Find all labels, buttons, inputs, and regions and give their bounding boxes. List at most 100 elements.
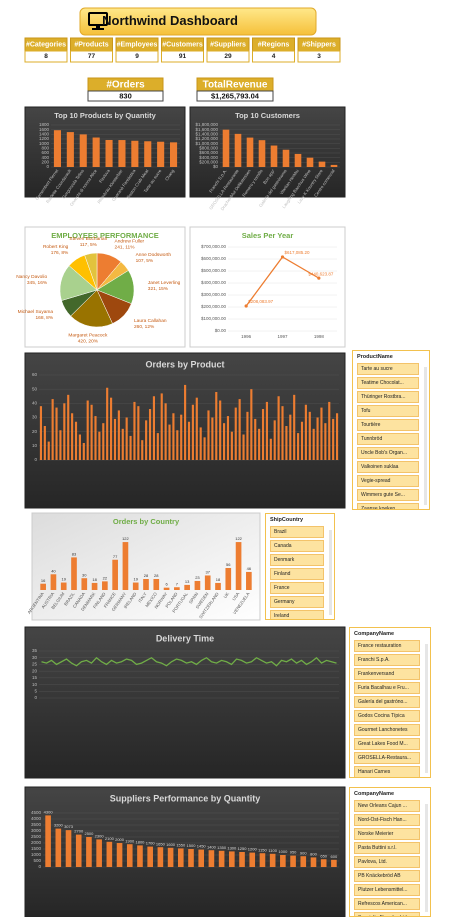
- slicer-item[interactable]: Finland: [270, 568, 324, 580]
- bar: [157, 847, 164, 867]
- bar: [235, 542, 242, 590]
- bar-value-label: 30: [82, 572, 87, 577]
- slicer-title: ShipCountry: [270, 517, 303, 523]
- slicer-item[interactable]: Franchi S.p.A.: [354, 654, 420, 666]
- slicer-item[interactable]: Valkoinen suklaa: [357, 461, 419, 473]
- slicer-item[interactable]: Specialty Biscuits, Ltd.: [354, 912, 420, 916]
- slicer-item[interactable]: Brazil: [270, 526, 324, 538]
- slicer-item[interactable]: Tofu: [357, 405, 419, 417]
- y-tick-label: $400,000.00: [201, 280, 227, 285]
- slicer-scrollbar[interactable]: [425, 644, 428, 773]
- slicer-item[interactable]: Pavlova, Ltd.: [354, 856, 420, 868]
- slicer: ProductName Tarte au sucre Teatime Chocola…: [352, 350, 430, 510]
- slicer-item[interactable]: Vegie-spread: [357, 475, 419, 487]
- bar: [163, 587, 170, 590]
- y-tick-label: 0: [38, 864, 41, 869]
- slicer-item[interactable]: Thüringer Rostbra...: [357, 391, 419, 403]
- pie-label-value: 117, 5%: [80, 242, 98, 248]
- slicer-item[interactable]: Wimmers gute Se...: [357, 489, 419, 501]
- slicer-item[interactable]: New Orleans Cajun ...: [354, 800, 420, 812]
- bar: [203, 437, 206, 460]
- slicer-item[interactable]: France: [270, 582, 324, 594]
- pie-label-name: Janet Leverling: [148, 280, 181, 286]
- bar-value-label: 7: [176, 581, 179, 586]
- bar-value-label: 1350: [217, 845, 227, 850]
- bar: [230, 431, 233, 460]
- slicer-item[interactable]: Germany: [270, 596, 324, 608]
- bar: [222, 129, 230, 167]
- slicer-item[interactable]: Hanari Carnes: [354, 766, 420, 777]
- bar-value-label: 56: [226, 562, 231, 567]
- bar: [204, 575, 211, 590]
- kpi-value: 77: [88, 53, 96, 60]
- bar: [269, 438, 272, 460]
- bar: [145, 420, 148, 460]
- bar: [199, 427, 202, 460]
- slicer-item[interactable]: Nord-Ost-Fisch Han...: [354, 814, 420, 826]
- slicer-item[interactable]: Galería del gastróno...: [354, 696, 420, 708]
- kpi-value: 3: [317, 53, 321, 60]
- slicer-item[interactable]: Godos Cocina Típica: [354, 710, 420, 722]
- slicer-scrollbar[interactable]: [329, 530, 332, 615]
- slicer-scrollbar[interactable]: [424, 367, 427, 505]
- bar-value-label: 28: [144, 573, 149, 578]
- slicer-item[interactable]: Norske Meierier: [354, 828, 420, 840]
- bar-value-label: 13: [185, 579, 190, 584]
- slicer-item[interactable]: Great Lakes Food M...: [354, 738, 420, 750]
- slicer-item[interactable]: Pasta Buttini s.r.l.: [354, 842, 420, 854]
- slicer-item[interactable]: GROSELLA-Restaura...: [354, 752, 420, 764]
- bar-value-label: 1650: [156, 841, 166, 846]
- pie-label-name: Laura Callahan: [134, 318, 167, 324]
- slicer-scrollbar[interactable]: [425, 804, 428, 912]
- slicer-item[interactable]: Tunnbröd: [357, 433, 419, 445]
- bar: [270, 145, 278, 167]
- y-tick-label: 20: [32, 429, 38, 434]
- bar-value-label: 1900: [125, 838, 135, 843]
- bar: [246, 571, 252, 590]
- bar: [331, 859, 337, 867]
- bar: [82, 443, 85, 460]
- slicer-item[interactable]: Plutzer Lebensmittel...: [354, 884, 420, 896]
- bar: [81, 578, 88, 590]
- chart-frame: [24, 626, 346, 779]
- bar: [290, 855, 296, 867]
- pie-slice: [84, 252, 98, 291]
- slicer-item[interactable]: Uncle Bob's Organ...: [357, 447, 419, 459]
- bar: [55, 407, 58, 460]
- x-tick-label: 1996: [241, 334, 252, 339]
- slicer-item[interactable]: Denmark: [270, 554, 324, 566]
- bar: [157, 141, 165, 167]
- y-tick-label: 1400: [39, 132, 50, 137]
- bar-value-label: 3200: [54, 823, 64, 828]
- chart-title: Top 10 Products by Quantity: [54, 111, 156, 120]
- slicer: ShipCountry Brazil Canada Denmark Finland Fra…: [265, 513, 335, 620]
- bar: [300, 856, 307, 867]
- slicer-item[interactable]: Frankenversand: [354, 668, 420, 680]
- slicer-item[interactable]: Furia Bacalhau e Fru...: [354, 682, 420, 694]
- slicer-item[interactable]: Tourtière: [357, 419, 419, 431]
- chart-frame: [31, 512, 261, 621]
- y-tick-label: $1,200,000: [195, 136, 218, 141]
- y-tick-label: 1600: [39, 127, 50, 132]
- bar-value-label: 122: [122, 536, 129, 541]
- bar: [318, 161, 326, 167]
- slicer-item[interactable]: France restauration: [354, 640, 420, 652]
- bar: [180, 414, 183, 460]
- slicer-item[interactable]: Canada: [270, 540, 324, 552]
- bar: [229, 851, 235, 867]
- slicer-item[interactable]: PB Knäckebröd AB: [354, 870, 420, 882]
- bar: [118, 140, 126, 167]
- bar-value-label: 4300: [44, 809, 54, 814]
- y-tick-label: 1800: [39, 122, 50, 127]
- slicer-item[interactable]: Teatime Chocolat...: [357, 377, 419, 389]
- line-marker: [280, 255, 285, 259]
- slicer-item[interactable]: Refrescos American...: [354, 898, 420, 910]
- slicer-item[interactable]: Tarte au sucre: [357, 363, 419, 375]
- bar: [265, 401, 268, 460]
- slicer-item[interactable]: Zaanse koeken: [357, 503, 419, 509]
- slicer-item[interactable]: Ireland: [270, 610, 324, 619]
- slicer-item[interactable]: Gourmet Lanchonetes: [354, 724, 420, 736]
- bar: [332, 418, 335, 460]
- y-tick-label: 3500: [31, 822, 42, 827]
